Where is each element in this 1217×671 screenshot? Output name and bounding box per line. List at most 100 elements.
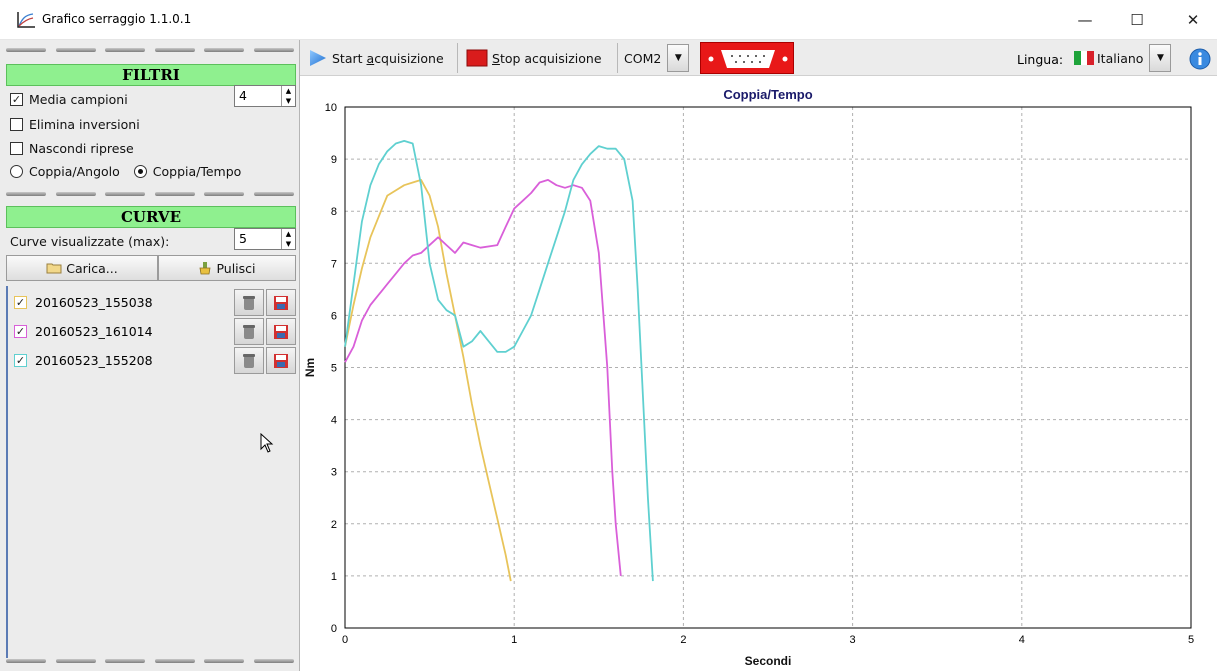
curve-checkbox[interactable]: ✓ [14, 296, 27, 309]
curve-checkbox[interactable]: ✓ [14, 354, 27, 367]
close-button[interactable]: ✕ [1186, 11, 1200, 29]
serial-port-icon [708, 50, 788, 68]
save-curve-button[interactable] [266, 318, 296, 345]
curve-checkbox[interactable]: ✓ [14, 325, 27, 338]
delete-curve-button[interactable] [234, 318, 264, 345]
mouse-cursor-icon [260, 433, 274, 453]
x-tick-label: 5 [1188, 634, 1194, 646]
y-tick-label: 3 [331, 467, 337, 479]
stop-label-accel: S [492, 50, 500, 66]
curve-max-value[interactable]: 5 [239, 231, 247, 246]
y-tick-label: 8 [331, 206, 337, 218]
title-bar: Grafico serraggio 1.1.0.1 — ☐ ✕ [0, 0, 1217, 40]
com-port-value: COM2 [624, 50, 662, 66]
stop-icon [466, 49, 488, 67]
series-line-1 [344, 179, 622, 576]
curve-name: 20160523_155038 [35, 295, 153, 310]
info-icon[interactable] [1189, 48, 1211, 70]
splitter-grip[interactable] [6, 46, 294, 54]
list-item: ✓ 20160523_155038 [8, 288, 298, 317]
window-title: Grafico serraggio 1.1.0.1 [42, 12, 192, 26]
nascondi-riprese-checkbox[interactable]: Nascondi riprese [10, 138, 134, 158]
start-label-suffix: cquisizione [374, 50, 444, 66]
curve-max-spinner[interactable]: 5 ▲ ▼ [234, 228, 296, 250]
curves-header: CURVE [6, 206, 296, 228]
start-label-prefix: Start [332, 50, 367, 66]
chart-area: 0 1 2 3 4 5 0 1 2 3 4 5 6 7 8 9 10 Coppia/Tempo Secondi … [300, 76, 1217, 671]
start-acquisition-button[interactable]: Start a cquisizione [302, 43, 458, 73]
splitter-grip[interactable] [6, 190, 294, 198]
checkbox-icon[interactable]: ✓ [10, 92, 23, 106]
spin-up-icon[interactable]: ▲ [285, 87, 292, 95]
chevron-down-icon[interactable]: ▼ [667, 44, 690, 72]
language-value: Italiano [1097, 50, 1144, 66]
floppy-icon [274, 324, 288, 339]
load-button-label: Carica... [66, 260, 118, 276]
spin-down-icon[interactable]: ▼ [285, 97, 292, 105]
x-tick-label: 3 [850, 634, 856, 646]
delete-curve-button[interactable] [234, 289, 264, 316]
list-item: ✓ 20160523_161014 [8, 317, 298, 346]
x-axis-label: Secondi [745, 654, 792, 668]
curve-list: ✓ 20160523_155038 ✓ 20160523_161014 ✓ 20… [6, 286, 296, 658]
media-campioni-value[interactable]: 4 [239, 88, 247, 103]
clear-button-label: Pulisci [216, 260, 256, 276]
checkbox-icon[interactable] [10, 141, 23, 155]
save-curve-button[interactable] [266, 347, 296, 374]
filters-header: FILTRI [6, 64, 296, 86]
radio-coppia-angolo-label[interactable]: Coppia/Angolo [29, 163, 120, 179]
chart-app-icon [17, 12, 35, 28]
y-tick-label: 1 [331, 571, 337, 583]
media-campioni-spinner[interactable]: 4 ▲ ▼ [234, 85, 296, 107]
radio-coppia-tempo[interactable] [133, 164, 147, 178]
trash-icon [243, 353, 255, 368]
trash-icon [243, 295, 255, 310]
radio-coppia-angolo[interactable] [10, 164, 23, 178]
delete-curve-button[interactable] [234, 347, 264, 374]
elimina-inversioni-label: Elimina inversioni [29, 116, 140, 132]
stop-label-suffix: top acquisizione [499, 50, 602, 66]
nascondi-riprese-label: Nascondi riprese [29, 140, 134, 156]
x-tick-label: 1 [511, 634, 517, 646]
y-tick-label: 10 [325, 102, 337, 114]
series-line-2 [344, 140, 654, 582]
load-button[interactable]: Carica... [6, 255, 158, 281]
media-campioni-label: Media campioni [29, 91, 128, 107]
clear-button[interactable]: Pulisci [158, 255, 296, 281]
chevron-down-icon[interactable]: ▼ [1149, 44, 1172, 72]
y-tick-label: 0 [331, 623, 337, 635]
mode-radio-group: Coppia/Angolo Coppia/Tempo [10, 161, 241, 181]
y-tick-label: 9 [331, 154, 337, 166]
language-select[interactable]: Italiano ▼ [1074, 44, 1172, 72]
checkbox-icon[interactable] [10, 117, 23, 131]
start-label-accel: a [366, 50, 375, 66]
com-port-select[interactable]: COM2 ▼ [624, 44, 690, 72]
curve-name: 20160523_155208 [35, 353, 153, 368]
spin-down-icon[interactable]: ▼ [285, 240, 292, 248]
x-tick-label: 2 [680, 634, 686, 646]
y-tick-label: 2 [331, 519, 337, 531]
serial-connector-indicator[interactable] [700, 42, 794, 74]
radio-coppia-tempo-label[interactable]: Coppia/Tempo [152, 163, 242, 179]
y-axis-label: Nm [303, 358, 317, 377]
media-campioni-checkbox[interactable]: ✓ Media campioni [10, 89, 128, 109]
save-curve-button[interactable] [266, 289, 296, 316]
x-tick-label: 4 [1019, 634, 1025, 646]
curve-max-label: Curve visualizzate (max): [10, 233, 170, 249]
language-label: Lingua: [1017, 52, 1064, 67]
chart-title: Coppia/Tempo [723, 87, 812, 102]
spin-up-icon[interactable]: ▲ [285, 230, 292, 238]
maximize-button[interactable]: ☐ [1130, 11, 1144, 29]
minimize-button[interactable]: — [1077, 11, 1093, 29]
x-tick-label: 0 [342, 634, 348, 646]
italy-flag-icon [1074, 51, 1094, 65]
floppy-icon [274, 295, 288, 310]
play-icon [310, 50, 326, 66]
folder-icon [46, 263, 62, 274]
splitter-grip[interactable] [6, 657, 294, 665]
series-line-0 [344, 179, 512, 582]
elimina-inversioni-checkbox[interactable]: Elimina inversioni [10, 114, 140, 134]
